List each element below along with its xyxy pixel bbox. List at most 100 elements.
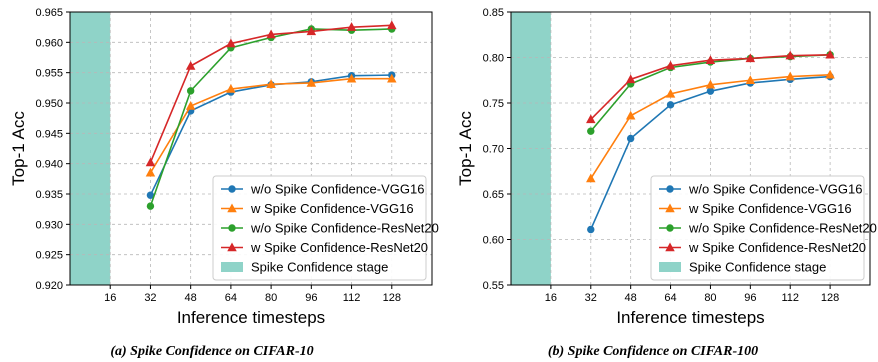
legend-entry: w Spike Confidence-VGG16 [250, 201, 414, 216]
y-axis-title: Top-1 Acc [456, 111, 475, 186]
legend: w/o Spike Confidence-VGG16 w Spike Confid… [212, 175, 439, 281]
data-point [306, 77, 317, 87]
legend-swatch-stage [659, 262, 681, 272]
figure-caption: (b) Spike Confidence on CIFAR-100 [548, 344, 758, 359]
y-tick-label: 0.940 [35, 159, 63, 171]
legend-entry: w/o Spike Confidence-VGG16 [250, 182, 424, 197]
data-point [586, 173, 596, 183]
plot-frame [69, 11, 433, 286]
y-tick-label: 0.70 [483, 144, 504, 156]
legend-entry: Spike Confidence stage [251, 260, 388, 275]
figure-caption: (a) Spike Confidence on CIFAR-10 [110, 344, 313, 359]
data-point [226, 38, 236, 48]
legend-swatch-marker [227, 242, 237, 252]
data-point [346, 22, 357, 31]
data-point [625, 110, 636, 120]
data-point [705, 55, 716, 64]
x-tick-label: 16 [545, 292, 557, 304]
data-point [665, 60, 676, 70]
legend: w/o Spike Confidence-VGG16 w Spike Confid… [650, 175, 877, 281]
legend-swatch-marker [666, 224, 674, 232]
data-point [825, 49, 835, 59]
legend-entry: w Spike Confidence-ResNet20 [688, 240, 866, 255]
x-tick-label: 96 [744, 292, 756, 304]
data-point [706, 87, 715, 95]
data-point [145, 167, 156, 177]
y-axis-title: Top-1 Acc [9, 111, 28, 186]
x-tick-label: 80 [265, 292, 277, 304]
x-tick-label: 48 [625, 292, 637, 304]
data-point [226, 84, 236, 93]
y-tick-label: 0.65 [483, 189, 504, 201]
data-point [186, 87, 195, 95]
data-point [185, 60, 196, 70]
data-point [745, 53, 756, 63]
y-tick-label: 0.950 [35, 98, 63, 110]
data-point [306, 26, 317, 36]
legend-swatch-marker [666, 185, 674, 193]
y-tick-label: 0.955 [35, 68, 63, 80]
legend-swatch-marker [665, 242, 675, 252]
x-axis-title: Inference timesteps [616, 308, 764, 327]
legend-swatch-marker [665, 203, 675, 213]
y-tick-label: 0.945 [35, 128, 63, 140]
y-tick-label: 0.960 [35, 37, 63, 49]
data-point [625, 74, 636, 84]
x-tick-label: 32 [144, 292, 156, 304]
y-tick-label: 0.935 [35, 189, 63, 201]
x-tick-label: 64 [664, 292, 676, 304]
legend-entry: w/o Spike Confidence-VGG16 [688, 182, 862, 197]
data-point [266, 29, 276, 39]
legend-entry: w/o Spike Confidence-ResNet20 [250, 221, 439, 236]
data-point [586, 114, 596, 124]
data-point [266, 79, 276, 88]
legend-entry: w/o Spike Confidence-ResNet20 [688, 221, 877, 236]
legend-swatch-stage [221, 262, 243, 272]
y-tick-label: 0.75 [483, 98, 504, 110]
data-point [825, 69, 835, 79]
data-point [587, 127, 595, 135]
data-point [745, 75, 756, 84]
legend-box [212, 175, 427, 281]
x-tick-label: 128 [821, 292, 839, 304]
data-point [346, 73, 357, 83]
y-tick-label: 0.920 [35, 280, 63, 292]
spike-confidence-stage-region [70, 12, 111, 285]
y-tick-label: 0.930 [35, 219, 63, 231]
chart-panel-2: 16 32 48 64 80 96 112 128 0.55 0.60 0.65 0.70 0.75 0.… [456, 7, 877, 327]
data-point [146, 191, 155, 199]
series-line [149, 24, 392, 163]
data-point [665, 88, 676, 98]
x-axis-title: Inference timesteps [177, 308, 325, 327]
x-tick-label: 48 [185, 292, 197, 304]
data-point [785, 50, 795, 60]
y-tick-label: 0.925 [35, 250, 63, 262]
chart-panel-1: 16 32 48 64 80 96 112 128 0.920 0.925 0.930 0.935 0.… [9, 7, 439, 327]
legend-entry: Spike Confidence stage [689, 260, 826, 275]
data-point [387, 73, 397, 83]
data-point [145, 157, 156, 167]
data-point [785, 71, 795, 81]
data-point [666, 101, 675, 109]
y-tick-label: 0.55 [483, 280, 504, 292]
legend-swatch-marker [227, 203, 237, 213]
y-tick-label: 0.85 [483, 7, 504, 19]
x-tick-label: 112 [343, 292, 361, 304]
legend-box [650, 175, 865, 281]
data-point [626, 134, 635, 143]
y-tick-label: 0.60 [483, 235, 504, 247]
x-tick-label: 16 [104, 292, 116, 304]
legend-entry: w Spike Confidence-ResNet20 [250, 240, 428, 255]
x-tick-label: 128 [383, 292, 401, 304]
data-point [705, 79, 716, 89]
x-tick-label: 64 [225, 292, 237, 304]
data-point [146, 202, 155, 210]
data-point [185, 101, 196, 110]
y-tick-label: 0.80 [483, 53, 504, 65]
legend-entry: w Spike Confidence-VGG16 [688, 201, 852, 216]
y-tick-label: 0.965 [35, 7, 63, 19]
data-point [387, 20, 397, 30]
x-tick-label: 112 [781, 292, 799, 304]
legend-swatch-marker [228, 224, 236, 232]
